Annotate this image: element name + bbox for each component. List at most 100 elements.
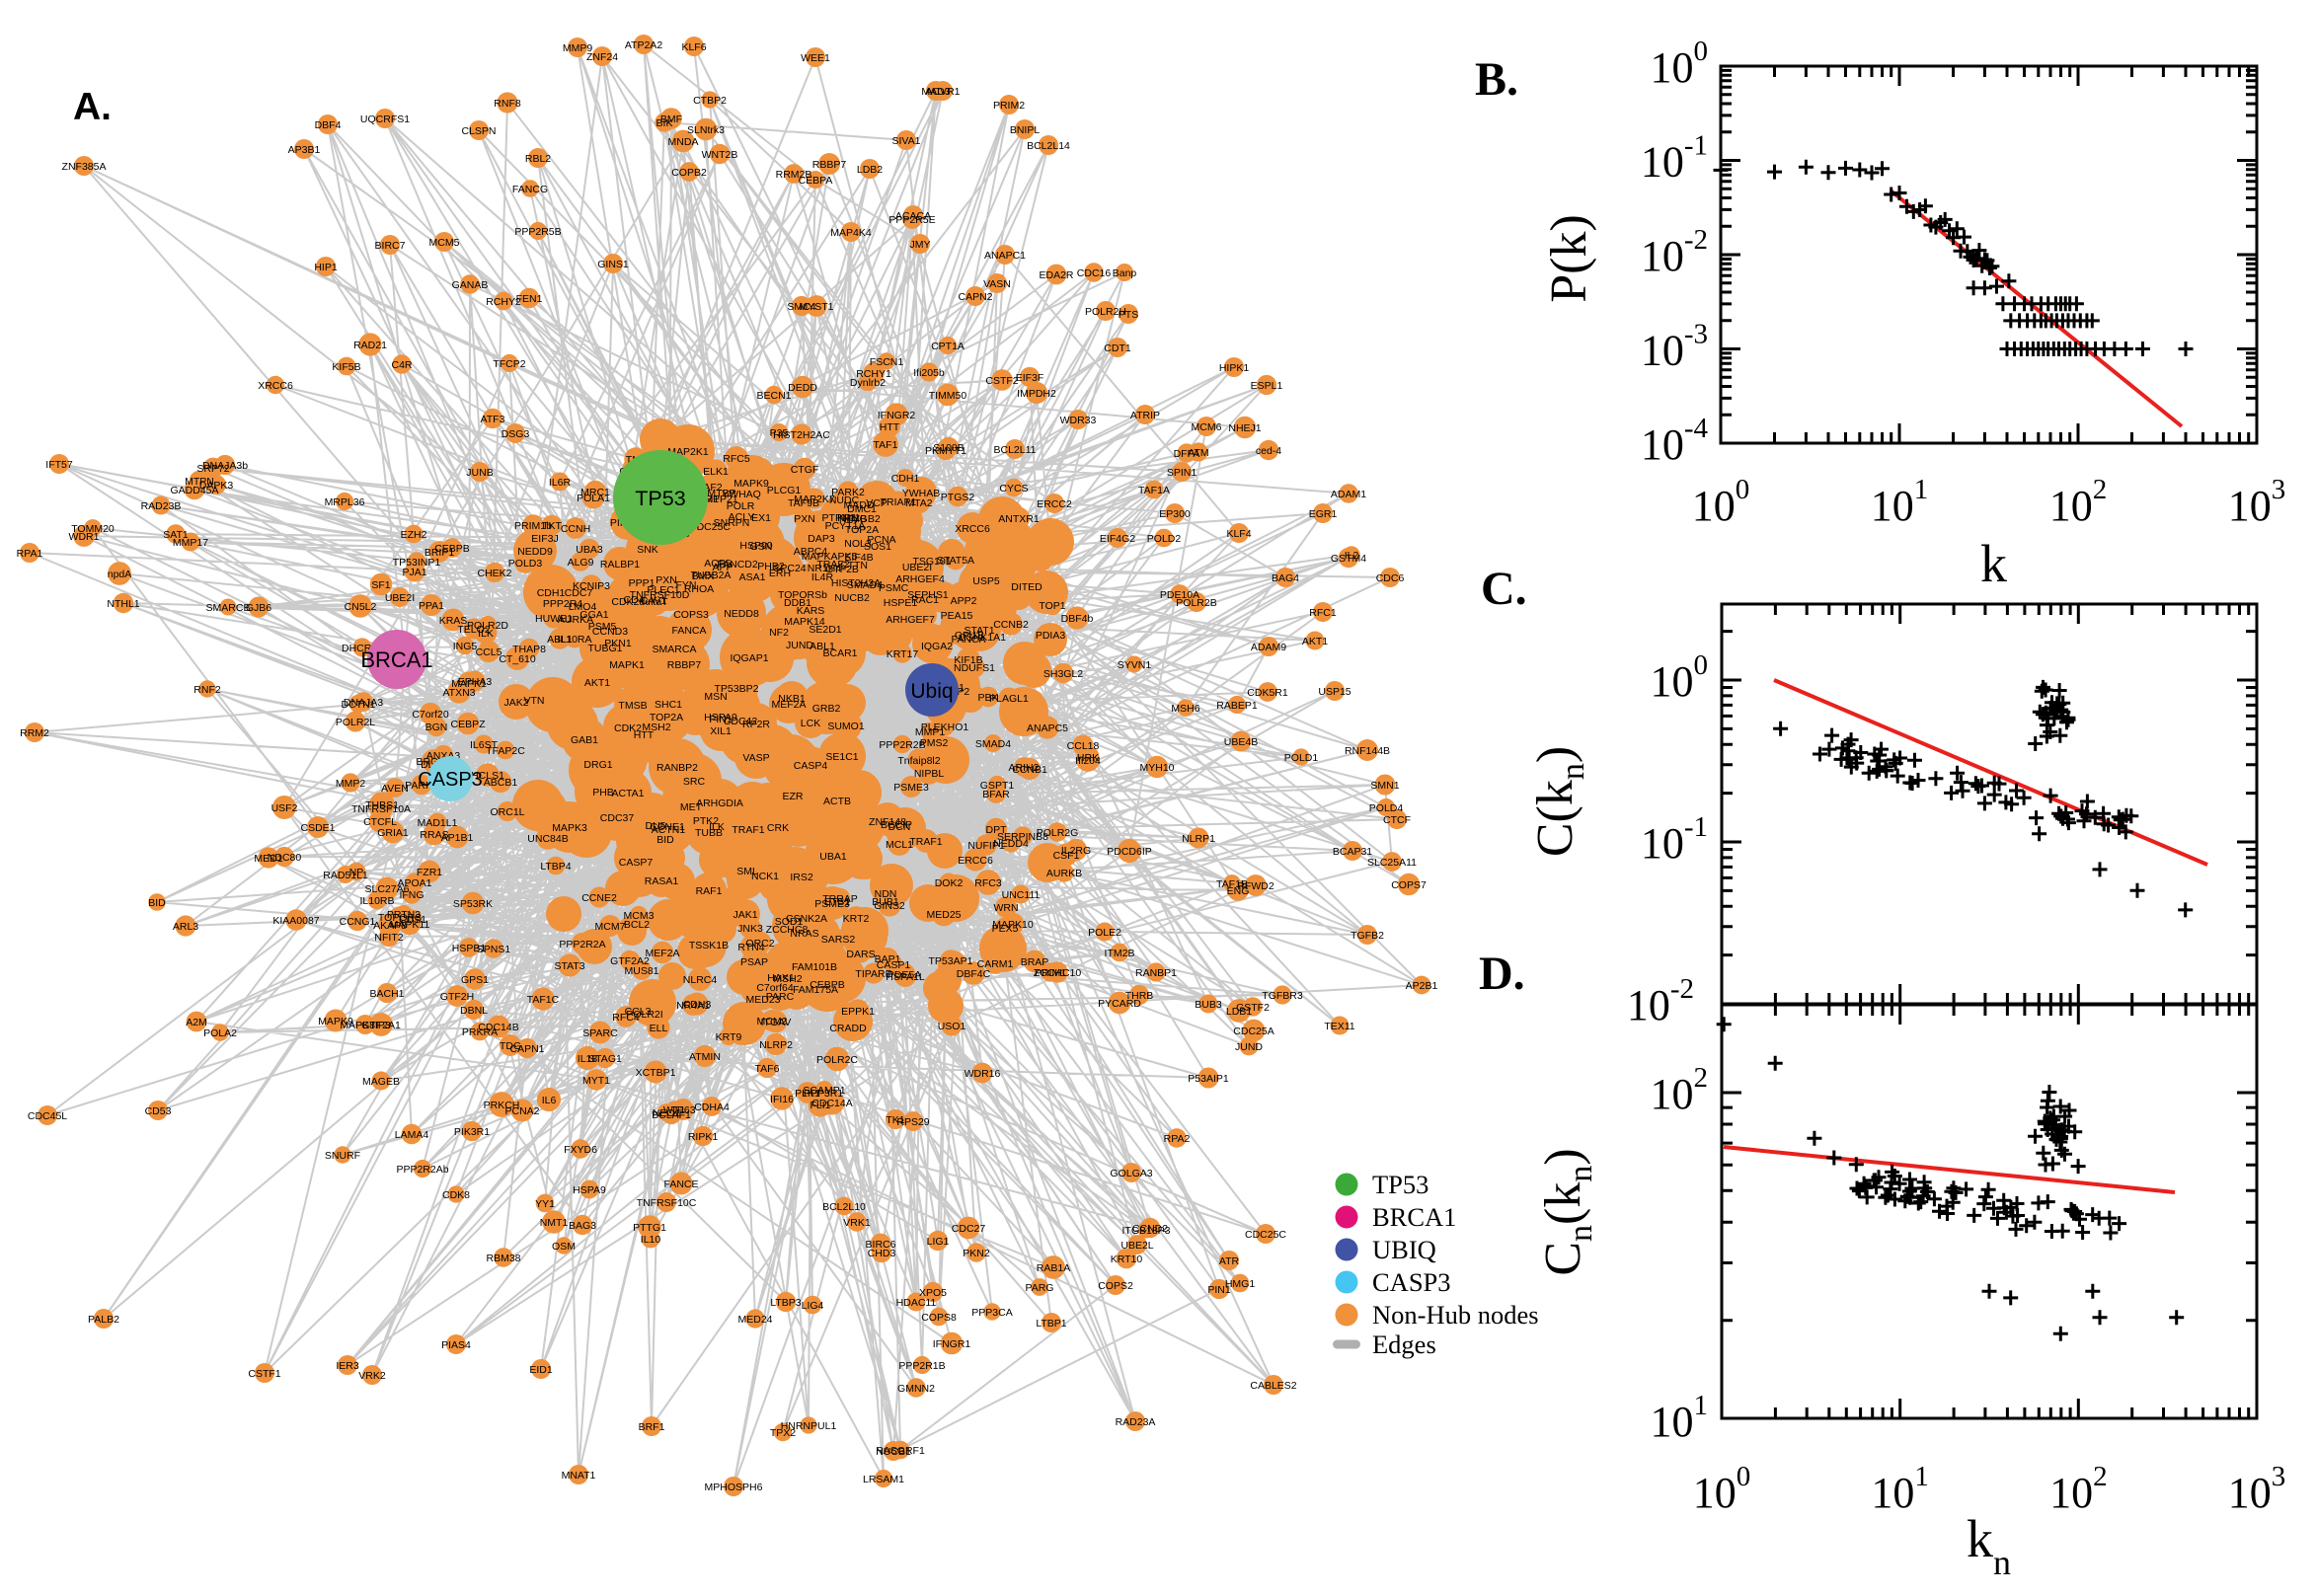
svg-text:RIPK1: RIPK1 (688, 1131, 719, 1143)
svg-text:RASGRF1: RASGRF1 (876, 1445, 925, 1457)
svg-text:NF2: NF2 (769, 627, 789, 639)
svg-text:CDH3: CDH3 (683, 999, 712, 1011)
svg-text:NEDD4: NEDD4 (993, 838, 1029, 850)
svg-text:CDC6: CDC6 (1376, 572, 1405, 584)
svg-text:ELL: ELL (650, 1023, 668, 1034)
svg-text:CDK2deltaT: CDK2deltaT (611, 596, 668, 608)
svg-text:ZCCHC8: ZCCHC8 (766, 924, 809, 936)
svg-text:CCNG1: CCNG1 (340, 916, 376, 928)
svg-text:GADD45A: GADD45A (170, 485, 218, 496)
svg-text:MYT1: MYT1 (582, 1075, 610, 1087)
svg-text:SH3GL2: SH3GL2 (1043, 668, 1083, 680)
svg-text:WDR33: WDR33 (1060, 415, 1097, 426)
svg-text:YWHAQ: YWHAQ (722, 489, 761, 500)
svg-text:TK1: TK1 (886, 1114, 904, 1126)
svg-text:MMP2: MMP2 (336, 778, 365, 790)
svg-text:GGA1: GGA1 (579, 609, 608, 621)
svg-text:RALBP1: RALBP1 (600, 559, 640, 570)
svg-text:HRK: HRK (1077, 752, 1099, 764)
svg-text:SP53RK: SP53RK (453, 898, 493, 910)
svg-text:FANCA: FANCA (671, 625, 706, 637)
svg-text:TGFBR3: TGFBR3 (1262, 990, 1303, 1002)
svg-text:CEBPB: CEBPB (810, 979, 845, 991)
svg-text:MAGEB: MAGEB (362, 1076, 400, 1088)
svg-text:PYCARD: PYCARD (1098, 998, 1141, 1010)
svg-text:MCM5: MCM5 (429, 237, 460, 249)
svg-text:RAD21: RAD21 (353, 340, 387, 351)
svg-text:SERPINB8: SERPINB8 (997, 831, 1048, 843)
svg-text:SYVN1: SYVN1 (1118, 659, 1152, 671)
svg-text:NRAS: NRAS (790, 928, 818, 940)
svg-text:IMPDH2: IMPDH2 (1017, 388, 1056, 400)
svg-text:IL6ST: IL6ST (470, 739, 499, 751)
svg-text:CPT1A: CPT1A (931, 341, 965, 352)
svg-text:TP53INP1: TP53INP1 (393, 557, 441, 569)
svg-text:Cn(kn): Cn(kn) (1535, 1148, 1599, 1275)
svg-text:COPS2: COPS2 (1098, 1280, 1133, 1292)
svg-text:BCL2L11: BCL2L11 (993, 444, 1036, 456)
svg-text:IL6R: IL6R (549, 477, 572, 489)
svg-text:XCTBP1: XCTBP1 (636, 1067, 676, 1079)
svg-text:MTPN: MTPN (185, 476, 214, 488)
svg-text:PARC: PARC (766, 991, 795, 1003)
svg-text:CDC7: CDC7 (565, 587, 593, 599)
svg-text:JUNB: JUNB (466, 467, 493, 479)
svg-text:GFI1B: GFI1B (955, 630, 984, 642)
svg-text:PTGS2: PTGS2 (941, 492, 975, 503)
svg-text:PCNA2: PCNA2 (504, 1105, 539, 1117)
svg-text:EID1: EID1 (529, 1364, 553, 1376)
svg-text:NCK1: NCK1 (751, 871, 779, 882)
svg-text:RABEP1: RABEP1 (1216, 700, 1258, 712)
svg-text:CSTF2: CSTF2 (985, 375, 1018, 387)
svg-text:PALB2: PALB2 (88, 1314, 119, 1326)
svg-text:CTCF: CTCF (1383, 814, 1411, 826)
svg-text:IFNGR2: IFNGR2 (878, 410, 916, 421)
svg-text:IQGAP1: IQGAP1 (730, 652, 768, 664)
svg-text:PIK3R1: PIK3R1 (454, 1126, 490, 1138)
svg-text:POLA1: POLA1 (577, 493, 610, 504)
svg-text:PSME3: PSME3 (893, 782, 929, 794)
svg-text:PDCD6IP: PDCD6IP (1107, 846, 1152, 858)
svg-text:CCL3: CCL3 (625, 1006, 652, 1018)
svg-text:IFT57: IFT57 (45, 459, 73, 471)
svg-text:ELK1: ELK1 (703, 466, 729, 478)
svg-text:AURKB: AURKB (1046, 868, 1082, 879)
svg-text:COPS7: COPS7 (1391, 879, 1427, 891)
svg-text:UNC111: UNC111 (1002, 889, 1041, 901)
svg-text:POLE2: POLE2 (1088, 927, 1121, 939)
svg-text:CTGF: CTGF (791, 464, 819, 476)
svg-text:POLR2C: POLR2C (816, 1054, 858, 1066)
svg-text:BUB1: BUB1 (872, 896, 899, 908)
svg-text:CDC45L: CDC45L (28, 1110, 67, 1122)
svg-text:ILK: ILK (709, 821, 725, 833)
svg-text:MCM6: MCM6 (1192, 421, 1222, 433)
svg-text:SPARC: SPARC (582, 1027, 618, 1039)
svg-text:ABPC4: ABPC4 (794, 546, 828, 558)
svg-text:RAD51L1: RAD51L1 (323, 870, 368, 881)
svg-text:AVEN: AVEN (381, 783, 409, 795)
svg-text:CTCFL: CTCFL (363, 816, 397, 828)
svg-text:PXN: PXN (656, 574, 677, 586)
svg-text:MSN: MSN (704, 691, 727, 703)
svg-text:CHD3: CHD3 (868, 1248, 896, 1259)
svg-text:DCTN1: DCTN1 (341, 699, 375, 711)
svg-text:BCAP31: BCAP31 (1333, 846, 1372, 858)
svg-text:FXYD6: FXYD6 (564, 1144, 597, 1156)
svg-text:SLNtrk3: SLNtrk3 (687, 124, 725, 136)
svg-text:TEX11: TEX11 (1324, 1021, 1354, 1032)
svg-text:IL10: IL10 (641, 1234, 661, 1246)
svg-text:EPPK1: EPPK1 (841, 1006, 875, 1018)
svg-text:PDE5A: PDE5A (888, 969, 921, 981)
svg-text:APP2: APP2 (951, 595, 977, 607)
svg-text:MET: MET (680, 801, 703, 813)
svg-text:TP53AP1: TP53AP1 (929, 955, 973, 967)
svg-text:DNAJA3b: DNAJA3b (202, 460, 248, 472)
svg-text:FANCD2: FANCD2 (717, 559, 758, 570)
svg-text:POLD3: POLD3 (508, 558, 543, 570)
svg-text:HCLS1: HCLS1 (471, 770, 504, 782)
svg-text:ESPL1: ESPL1 (1251, 380, 1283, 392)
svg-text:RCHY1: RCHY1 (856, 368, 891, 380)
svg-text:HSPE1: HSPE1 (884, 597, 918, 609)
svg-text:RBL2: RBL2 (525, 153, 551, 165)
svg-text:PPP3CA: PPP3CA (971, 1307, 1012, 1319)
